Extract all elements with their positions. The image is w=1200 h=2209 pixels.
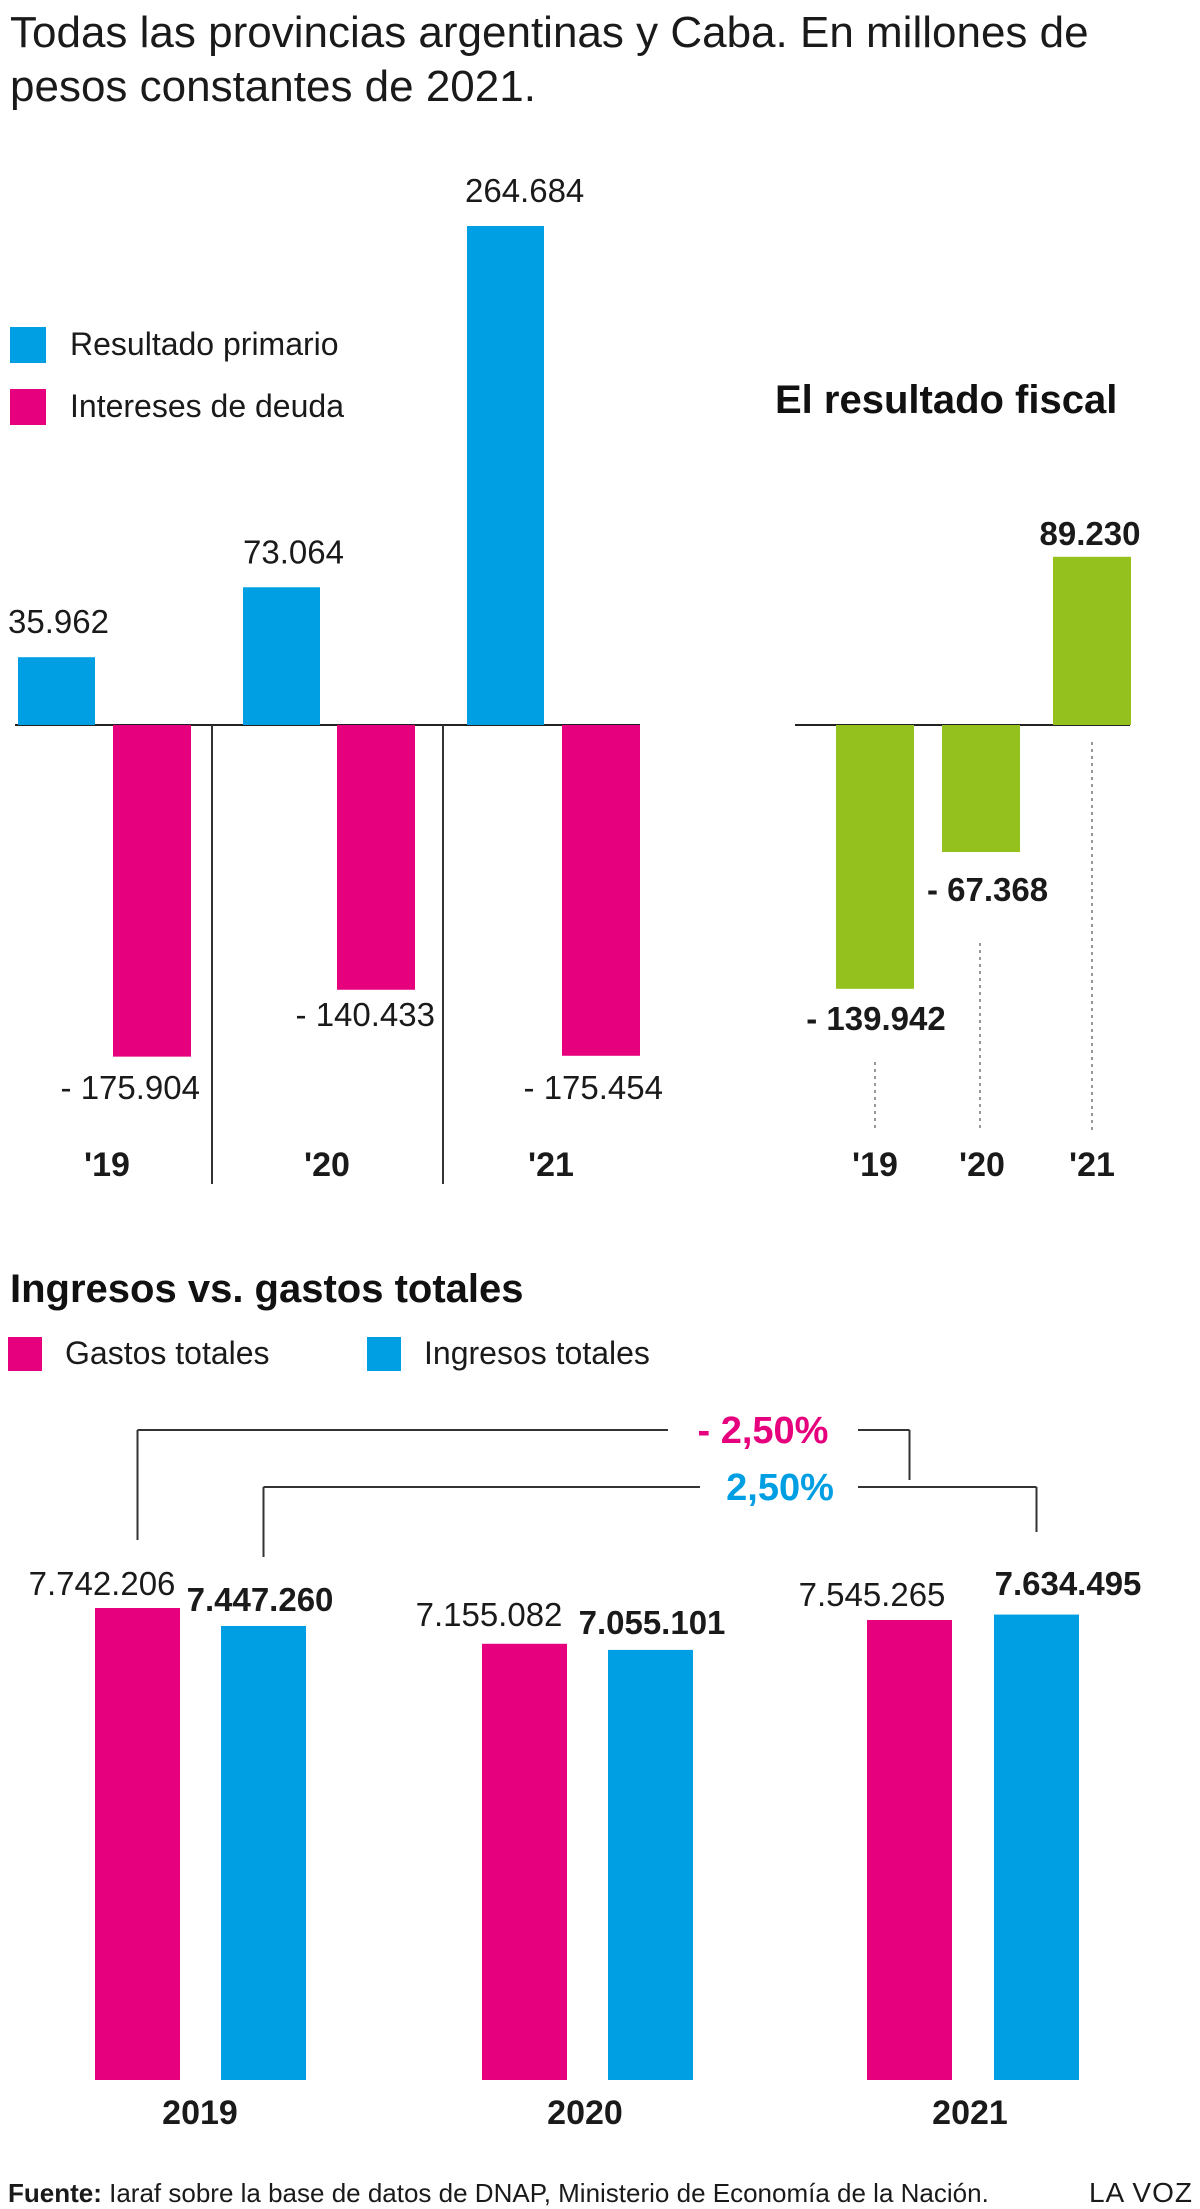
x-tick-label: 2020 (547, 2094, 623, 2132)
data-label: 264.684 (465, 172, 584, 209)
legend-swatch-blue (10, 327, 46, 363)
chart-title: Ingresos vs. gastos totales (10, 1267, 524, 1311)
x-tick-label: 2021 (932, 2094, 1008, 2132)
footer: Fuente: Iaraf sobre la base de datos de … (8, 2177, 1193, 2209)
bar-resultado-primario (18, 657, 95, 725)
pct-change-gastos: - 2,50% (698, 1410, 829, 1452)
data-label: 7.055.101 (579, 1604, 726, 1641)
data-label: 35.962 (8, 603, 109, 640)
bar-gastos-totales (95, 1608, 180, 2080)
legend-label: Gastos totales (65, 1335, 270, 1371)
data-label: 7.447.260 (187, 1581, 334, 1618)
x-tick-label: '19 (852, 1146, 898, 1184)
pct-change-ingresos: 2,50% (726, 1467, 834, 1509)
data-label: - 139.942 (806, 1000, 945, 1037)
bar-intereses-deuda (113, 725, 191, 1057)
bar-intereses-deuda (562, 725, 640, 1056)
data-label: - 67.368 (927, 871, 1048, 908)
x-tick-label: '20 (959, 1146, 1005, 1184)
data-label: 89.230 (1040, 515, 1141, 552)
data-label: 7.742.206 (29, 1565, 176, 1602)
chart-title: El resultado fiscal (775, 378, 1117, 422)
bar-resultado-primario (467, 226, 544, 725)
x-tick-label: '20 (304, 1146, 350, 1184)
data-label: - 175.904 (61, 1069, 200, 1106)
data-label: - 175.454 (524, 1069, 663, 1106)
bar-ingresos-totales (608, 1649, 693, 2080)
data-label: 7.545.265 (799, 1576, 946, 1613)
legend-swatch-blue (367, 1337, 401, 1371)
legend-swatch-magenta (10, 389, 46, 425)
bar-gastos-totales (867, 1620, 952, 2080)
x-tick-label: '21 (528, 1146, 574, 1184)
data-label: 73.064 (243, 533, 344, 570)
bar-ingresos-totales (221, 1625, 306, 2080)
data-label: 7.634.495 (995, 1565, 1142, 1602)
bar-resultado-primario (243, 587, 320, 725)
legend-label: Intereses de deuda (70, 388, 344, 424)
legend-swatch-magenta (8, 1337, 42, 1371)
data-label: 7.155.082 (416, 1596, 563, 1633)
source-label: Fuente: (8, 2178, 102, 2208)
bar-resultado-fiscal (942, 725, 1020, 853)
brand-logo: LA VOZ (1088, 2177, 1193, 2208)
x-tick-label: '21 (1069, 1146, 1115, 1184)
legend-label: Resultado primario (70, 326, 339, 362)
bar-ingresos-totales (994, 1614, 1079, 2080)
bar-gastos-totales (482, 1643, 567, 2080)
bar-intereses-deuda (337, 725, 415, 990)
x-tick-label: 2019 (162, 2094, 238, 2132)
page-title: Todas las provincias argentinas y Caba. … (10, 8, 1089, 111)
source-text: Iaraf sobre la base de datos de DNAP, Mi… (101, 2178, 989, 2208)
x-tick-label: '19 (84, 1146, 130, 1184)
legend-label: Ingresos totales (424, 1335, 650, 1371)
data-label: - 140.433 (296, 996, 435, 1033)
bar-resultado-fiscal (836, 725, 914, 989)
bar-resultado-fiscal (1053, 556, 1131, 725)
